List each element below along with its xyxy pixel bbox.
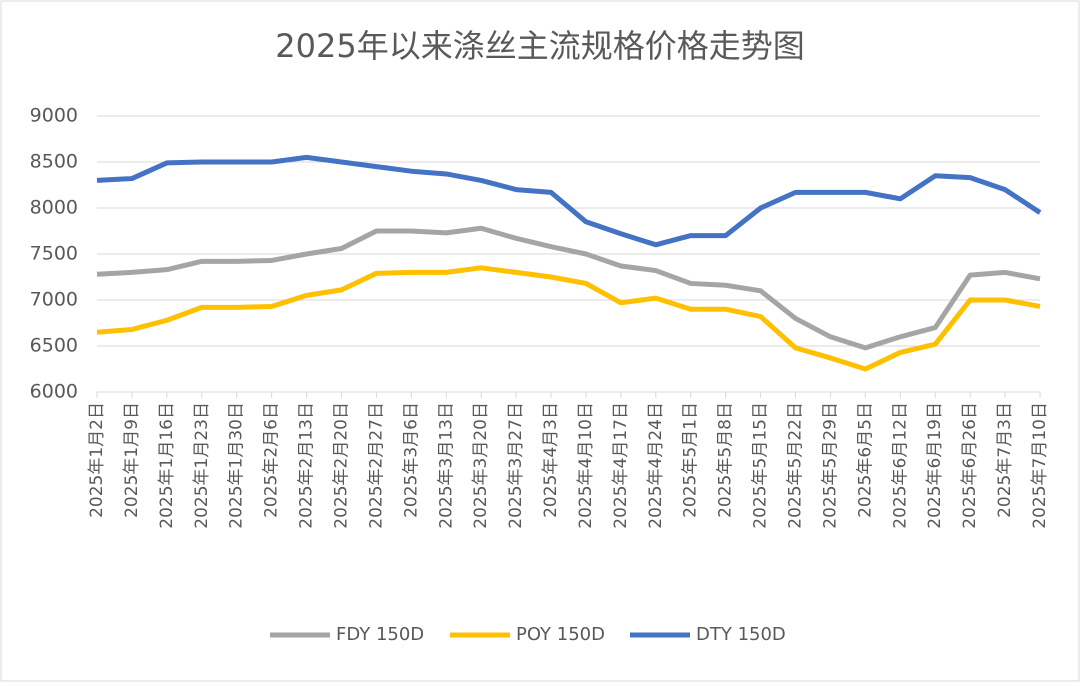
y-tick-label: 6000 bbox=[30, 381, 78, 403]
x-tick-label: 2025年2月6日 bbox=[262, 402, 282, 518]
x-tick-label: 2025年5月8日 bbox=[716, 402, 736, 518]
x-tick-label: 2025年1月30日 bbox=[227, 402, 247, 529]
x-tick-label: 2025年6月19日 bbox=[925, 402, 945, 529]
x-tick-label: 2025年6月5日 bbox=[855, 402, 875, 518]
y-tick-label: 7500 bbox=[30, 243, 78, 265]
x-tick-label: 2025年1月2日 bbox=[87, 402, 107, 518]
x-tick-label: 2025年2月13日 bbox=[297, 402, 317, 529]
x-tick-label: 2025年3月27日 bbox=[506, 402, 526, 529]
series-line bbox=[96, 225, 1041, 351]
x-tick-label: 2025年5月22日 bbox=[786, 402, 806, 529]
x-tick-label: 2025年3月20日 bbox=[471, 402, 491, 529]
legend-label: DTY 150D bbox=[696, 624, 786, 645]
x-tick-label: 2025年5月29日 bbox=[820, 402, 840, 529]
series-line bbox=[96, 265, 1041, 372]
x-tick-label: 2025年2月27日 bbox=[366, 402, 386, 529]
x-tick-label: 2025年4月24日 bbox=[646, 402, 666, 529]
x-tick-label: 2025年1月9日 bbox=[122, 402, 142, 518]
x-tick-label: 2025年1月16日 bbox=[157, 402, 177, 529]
x-tick-label: 2025年4月10日 bbox=[576, 402, 596, 529]
legend-label: FDY 150D bbox=[336, 624, 424, 645]
x-tick-label: 2025年6月12日 bbox=[890, 402, 910, 529]
y-tick-label: 7000 bbox=[30, 289, 78, 311]
chart-title: 2025年以来涤丝主流规格价格走势图 bbox=[275, 27, 804, 65]
y-tick-label: 8500 bbox=[30, 151, 78, 173]
y-tick-label: 9000 bbox=[30, 105, 78, 127]
x-tick-label: 2025年4月17日 bbox=[611, 402, 631, 529]
x-tick-label: 2025年5月1日 bbox=[681, 402, 701, 518]
x-tick-label: 2025年7月3日 bbox=[995, 402, 1015, 518]
x-tick-label: 2025年3月13日 bbox=[436, 402, 456, 529]
legend-label: POY 150D bbox=[516, 624, 605, 645]
x-tick-label: 2025年1月23日 bbox=[192, 402, 212, 529]
x-tick-label: 2025年6月26日 bbox=[960, 402, 980, 529]
x-tick-label: 2025年5月15日 bbox=[751, 402, 771, 529]
series-line bbox=[96, 154, 1042, 248]
x-tick-label: 2025年7月10日 bbox=[1030, 402, 1050, 529]
x-tick-label: 2025年2月20日 bbox=[331, 402, 351, 529]
x-tick-label: 2025年4月3日 bbox=[541, 402, 561, 518]
x-tick-label: 2025年3月6日 bbox=[401, 402, 421, 518]
y-tick-label: 8000 bbox=[30, 197, 78, 219]
y-tick-label: 6500 bbox=[30, 335, 78, 357]
